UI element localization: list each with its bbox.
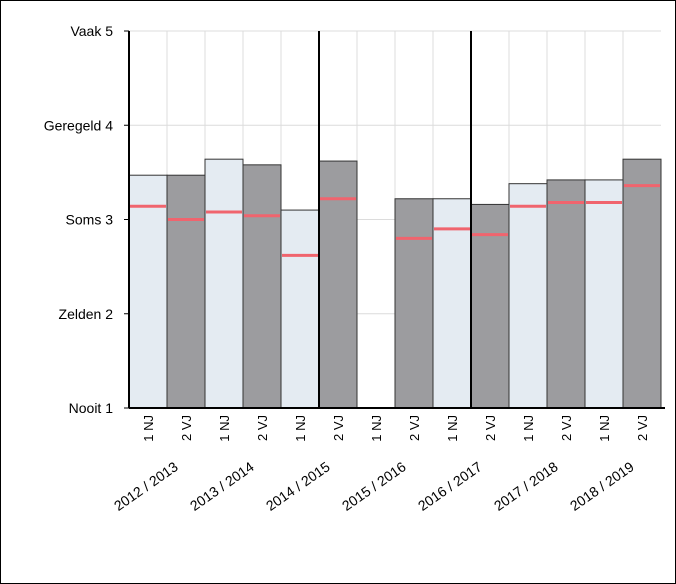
x-category-label: 1 NJ (293, 415, 308, 442)
mean-markers (130, 184, 660, 257)
x-category-labels: 1 NJ 2 VJ 1 NJ 2 VJ 1 NJ 2 VJ 1 NJ 2 VJ 1 NJ 2 VJ… (141, 415, 650, 442)
bar (508, 183, 548, 409)
bar (318, 160, 358, 409)
bar (470, 203, 510, 409)
bar (584, 179, 624, 409)
bar (242, 164, 282, 409)
y-tick-labels: Vaak 5 Geregeld 4 Soms 3 Zelden 2 Nooit 1 (44, 23, 113, 416)
bar (546, 179, 586, 409)
y-tick-label: Nooit 1 (69, 400, 114, 416)
x-category-label: 1 NJ (445, 415, 460, 442)
y-tick-label: Geregeld 4 (44, 117, 113, 133)
x-category-label: 2 VJ (407, 415, 422, 441)
y-tick-label: Vaak 5 (70, 23, 113, 39)
bar (166, 174, 206, 409)
x-category-label: 1 NJ (141, 415, 156, 442)
x-group-labels: 2012 / 2013 2013 / 2014 2014 / 2015 2015 / … (111, 458, 637, 514)
x-category-label: 2 VJ (559, 415, 574, 441)
y-tick-label: Soms 3 (66, 212, 114, 228)
x-category-label: 1 NJ (597, 415, 612, 442)
x-category-label: 2 VJ (179, 415, 194, 441)
x-group-label: 2017 / 2018 (491, 458, 561, 514)
bar (280, 209, 320, 409)
y-tick-label: Zelden 2 (59, 306, 114, 322)
x-category-label: 1 NJ (369, 415, 384, 442)
bar (394, 198, 434, 409)
bar (622, 158, 662, 409)
x-group-label: 2015 / 2016 (339, 458, 409, 514)
bar (204, 158, 244, 409)
x-group-label: 2016 / 2017 (415, 458, 485, 514)
bar (432, 198, 472, 409)
x-category-label: 2 VJ (483, 415, 498, 441)
bars (128, 158, 662, 409)
bar (128, 174, 168, 409)
x-category-label: 2 VJ (331, 415, 346, 441)
x-group-label: 2014 / 2015 (263, 458, 333, 514)
x-category-label: 1 NJ (217, 415, 232, 442)
year-dividers (318, 31, 472, 408)
x-category-label: 2 VJ (635, 415, 650, 441)
axes (124, 30, 665, 409)
x-category-label: 1 NJ (521, 415, 536, 442)
x-category-label: 2 VJ (255, 415, 270, 441)
x-group-label: 2012 / 2013 (111, 458, 181, 514)
x-group-label: 2013 / 2014 (187, 458, 257, 514)
x-group-label: 2018 / 2019 (567, 458, 637, 514)
